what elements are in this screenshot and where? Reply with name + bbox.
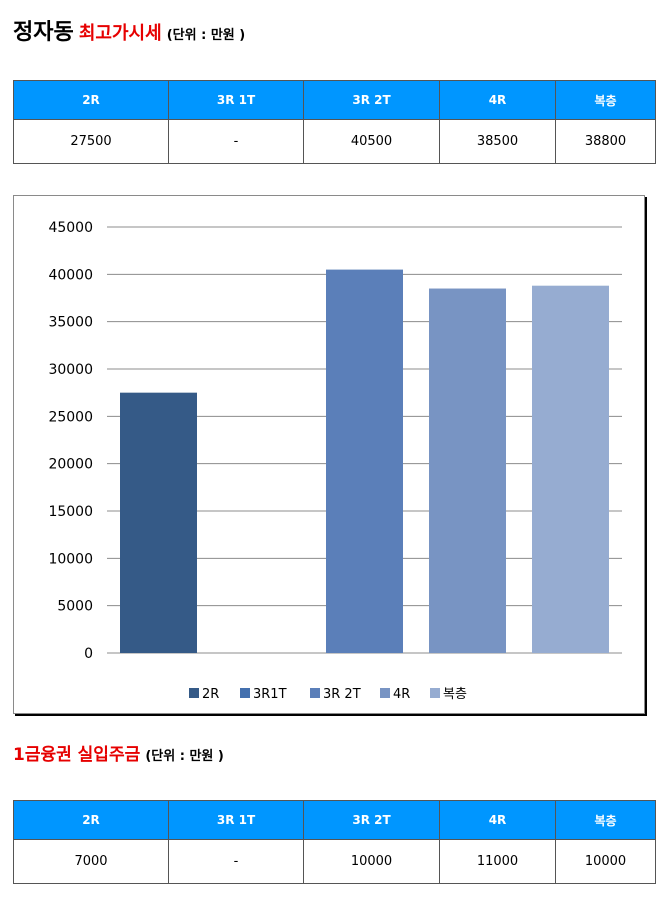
move-in-table-cell: 7000 xyxy=(13,839,169,884)
move-in-table-header: 복층 xyxy=(555,800,656,840)
section1-title: 정자동 최고가시세 (단위 : 만원 ) xyxy=(13,14,245,46)
price-table-header: 3R 2T xyxy=(303,80,440,120)
section1-unit: (단위 : 만원 ) xyxy=(166,28,246,43)
move-in-table-header: 2R xyxy=(13,800,169,840)
price-chart-svg: 0 5000 10000 15000 20000 25000 30000 35000 40000… xyxy=(48,220,622,702)
section2-unit: (단위 : 만원 ) xyxy=(145,749,224,764)
price-table-row: 27500 - 40500 38500 38800 xyxy=(13,119,656,164)
price-table-header: 복층 xyxy=(555,80,656,120)
legend-swatch xyxy=(430,688,440,698)
y-tick-label: 20000 xyxy=(48,457,93,473)
move-in-table-cell: 10000 xyxy=(555,839,656,884)
section2-title-highlight: 1금융권 실입주금 xyxy=(13,745,141,765)
y-tick-label: 25000 xyxy=(48,409,93,425)
y-tick-label: 45000 xyxy=(48,220,93,236)
move-in-table-cell: 11000 xyxy=(439,839,556,884)
price-table-cell: 40500 xyxy=(303,119,440,164)
move-in-table-row: 7000 - 10000 11000 10000 xyxy=(13,839,656,884)
move-in-table-header: 3R 2T xyxy=(303,800,440,840)
move-in-table-header: 3R 1T xyxy=(168,800,304,840)
move-in-table: 2R 3R 1T 3R 2T 4R 복층 7000 - 10000 11000 … xyxy=(13,800,656,884)
move-in-table-header: 4R xyxy=(439,800,556,840)
chart-bar xyxy=(532,285,609,653)
legend-label: 4R xyxy=(393,687,410,702)
y-tick-label: 15000 xyxy=(48,504,93,520)
legend-swatch xyxy=(380,688,390,698)
legend-label: 3R1T xyxy=(253,687,287,702)
move-in-table-cell: - xyxy=(168,839,304,884)
y-tick-label: 35000 xyxy=(48,315,93,331)
price-chart: 0 5000 10000 15000 20000 25000 30000 35000 40000… xyxy=(13,195,645,714)
price-table-cell: - xyxy=(168,119,304,164)
price-table-cell: 38800 xyxy=(555,119,656,164)
price-table-header: 3R 1T xyxy=(168,80,304,120)
legend-swatch xyxy=(189,688,199,698)
move-in-table-header-row: 2R 3R 1T 3R 2T 4R 복층 xyxy=(13,800,656,840)
price-table: 2R 3R 1T 3R 2T 4R 복층 27500 - 40500 38500… xyxy=(13,80,656,164)
section2-title: 1금융권 실입주금 (단위 : 만원 ) xyxy=(13,740,224,765)
y-tick-label: 10000 xyxy=(48,551,93,567)
y-tick-label: 0 xyxy=(84,646,93,662)
price-table-header: 2R xyxy=(13,80,169,120)
legend-label: 3R 2T xyxy=(323,687,361,702)
price-table-header-row: 2R 3R 1T 3R 2T 4R 복층 xyxy=(13,80,656,120)
section1-title-main: 정자동 xyxy=(13,20,74,45)
y-tick-label: 40000 xyxy=(48,267,93,283)
legend-swatch xyxy=(240,688,250,698)
price-table-cell: 27500 xyxy=(13,119,169,164)
chart-bar xyxy=(326,269,403,653)
section1-title-highlight: 최고가시세 xyxy=(78,23,162,44)
chart-bar xyxy=(120,392,197,653)
legend-label: 복층 xyxy=(443,687,467,702)
move-in-table-cell: 10000 xyxy=(303,839,440,884)
legend-swatch xyxy=(310,688,320,698)
y-tick-label: 5000 xyxy=(57,599,93,615)
price-table-cell: 38500 xyxy=(439,119,556,164)
legend-label: 2R xyxy=(202,687,219,702)
price-table-header: 4R xyxy=(439,80,556,120)
y-tick-label: 30000 xyxy=(48,362,93,378)
chart-bar xyxy=(429,288,506,653)
